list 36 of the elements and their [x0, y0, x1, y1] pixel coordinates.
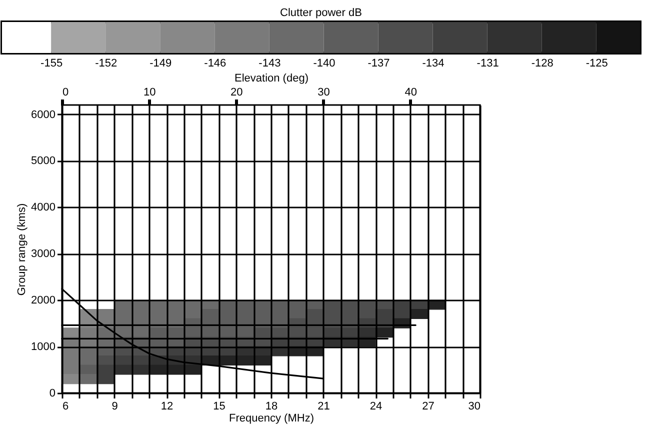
- color-bar-label: -146: [204, 58, 226, 70]
- y-tick-label: 3000: [31, 248, 56, 260]
- x-tick-label: 30: [468, 400, 480, 412]
- x-tick-label: 12: [160, 400, 174, 412]
- x-tick-label: 15: [213, 400, 226, 412]
- x2-tick-label: 10: [143, 86, 156, 98]
- y-tick-label: 0: [49, 388, 56, 400]
- color-bar-label: -152: [95, 58, 118, 70]
- x-tick-label: 9: [112, 400, 118, 412]
- x2-tick-label: 30: [318, 86, 330, 98]
- x-tick-label: 27: [422, 400, 434, 412]
- color-bar-label: -149: [150, 58, 172, 70]
- y-axis-title: Group range (kms): [16, 203, 28, 296]
- y-tick-label: 5000: [31, 155, 56, 168]
- color-bar-label: -134: [422, 58, 444, 70]
- color-bar-label: -128: [531, 58, 554, 70]
- color-bar-label: -131: [476, 58, 499, 70]
- x-tick-label: 21: [318, 400, 330, 412]
- color-bar-label: -143: [258, 58, 281, 70]
- color-bar-label: -155: [40, 58, 63, 70]
- color-bar-label: -140: [313, 58, 336, 70]
- x2-axis-title: Elevation (deg): [234, 72, 308, 84]
- x-axis-title: Frequency (MHz): [229, 412, 314, 424]
- x2-tick-label: 20: [230, 86, 243, 98]
- y-tick-label: 1000: [31, 341, 56, 354]
- x-tick-label: 6: [62, 400, 69, 412]
- y-tick-label: 6000: [31, 108, 56, 121]
- y-tick-label: 2000: [31, 294, 56, 307]
- x-tick-label: 18: [265, 400, 278, 412]
- color-bar-label: -125: [586, 58, 608, 70]
- color-bar-label: -137: [368, 58, 390, 70]
- y-tick-label: 4000: [31, 202, 56, 214]
- x2-tick-label: 0: [62, 86, 69, 98]
- x2-tick-label: 40: [404, 86, 417, 98]
- x-tick-label: 24: [370, 400, 382, 412]
- color-bar-title: Clutter power dB: [280, 7, 362, 19]
